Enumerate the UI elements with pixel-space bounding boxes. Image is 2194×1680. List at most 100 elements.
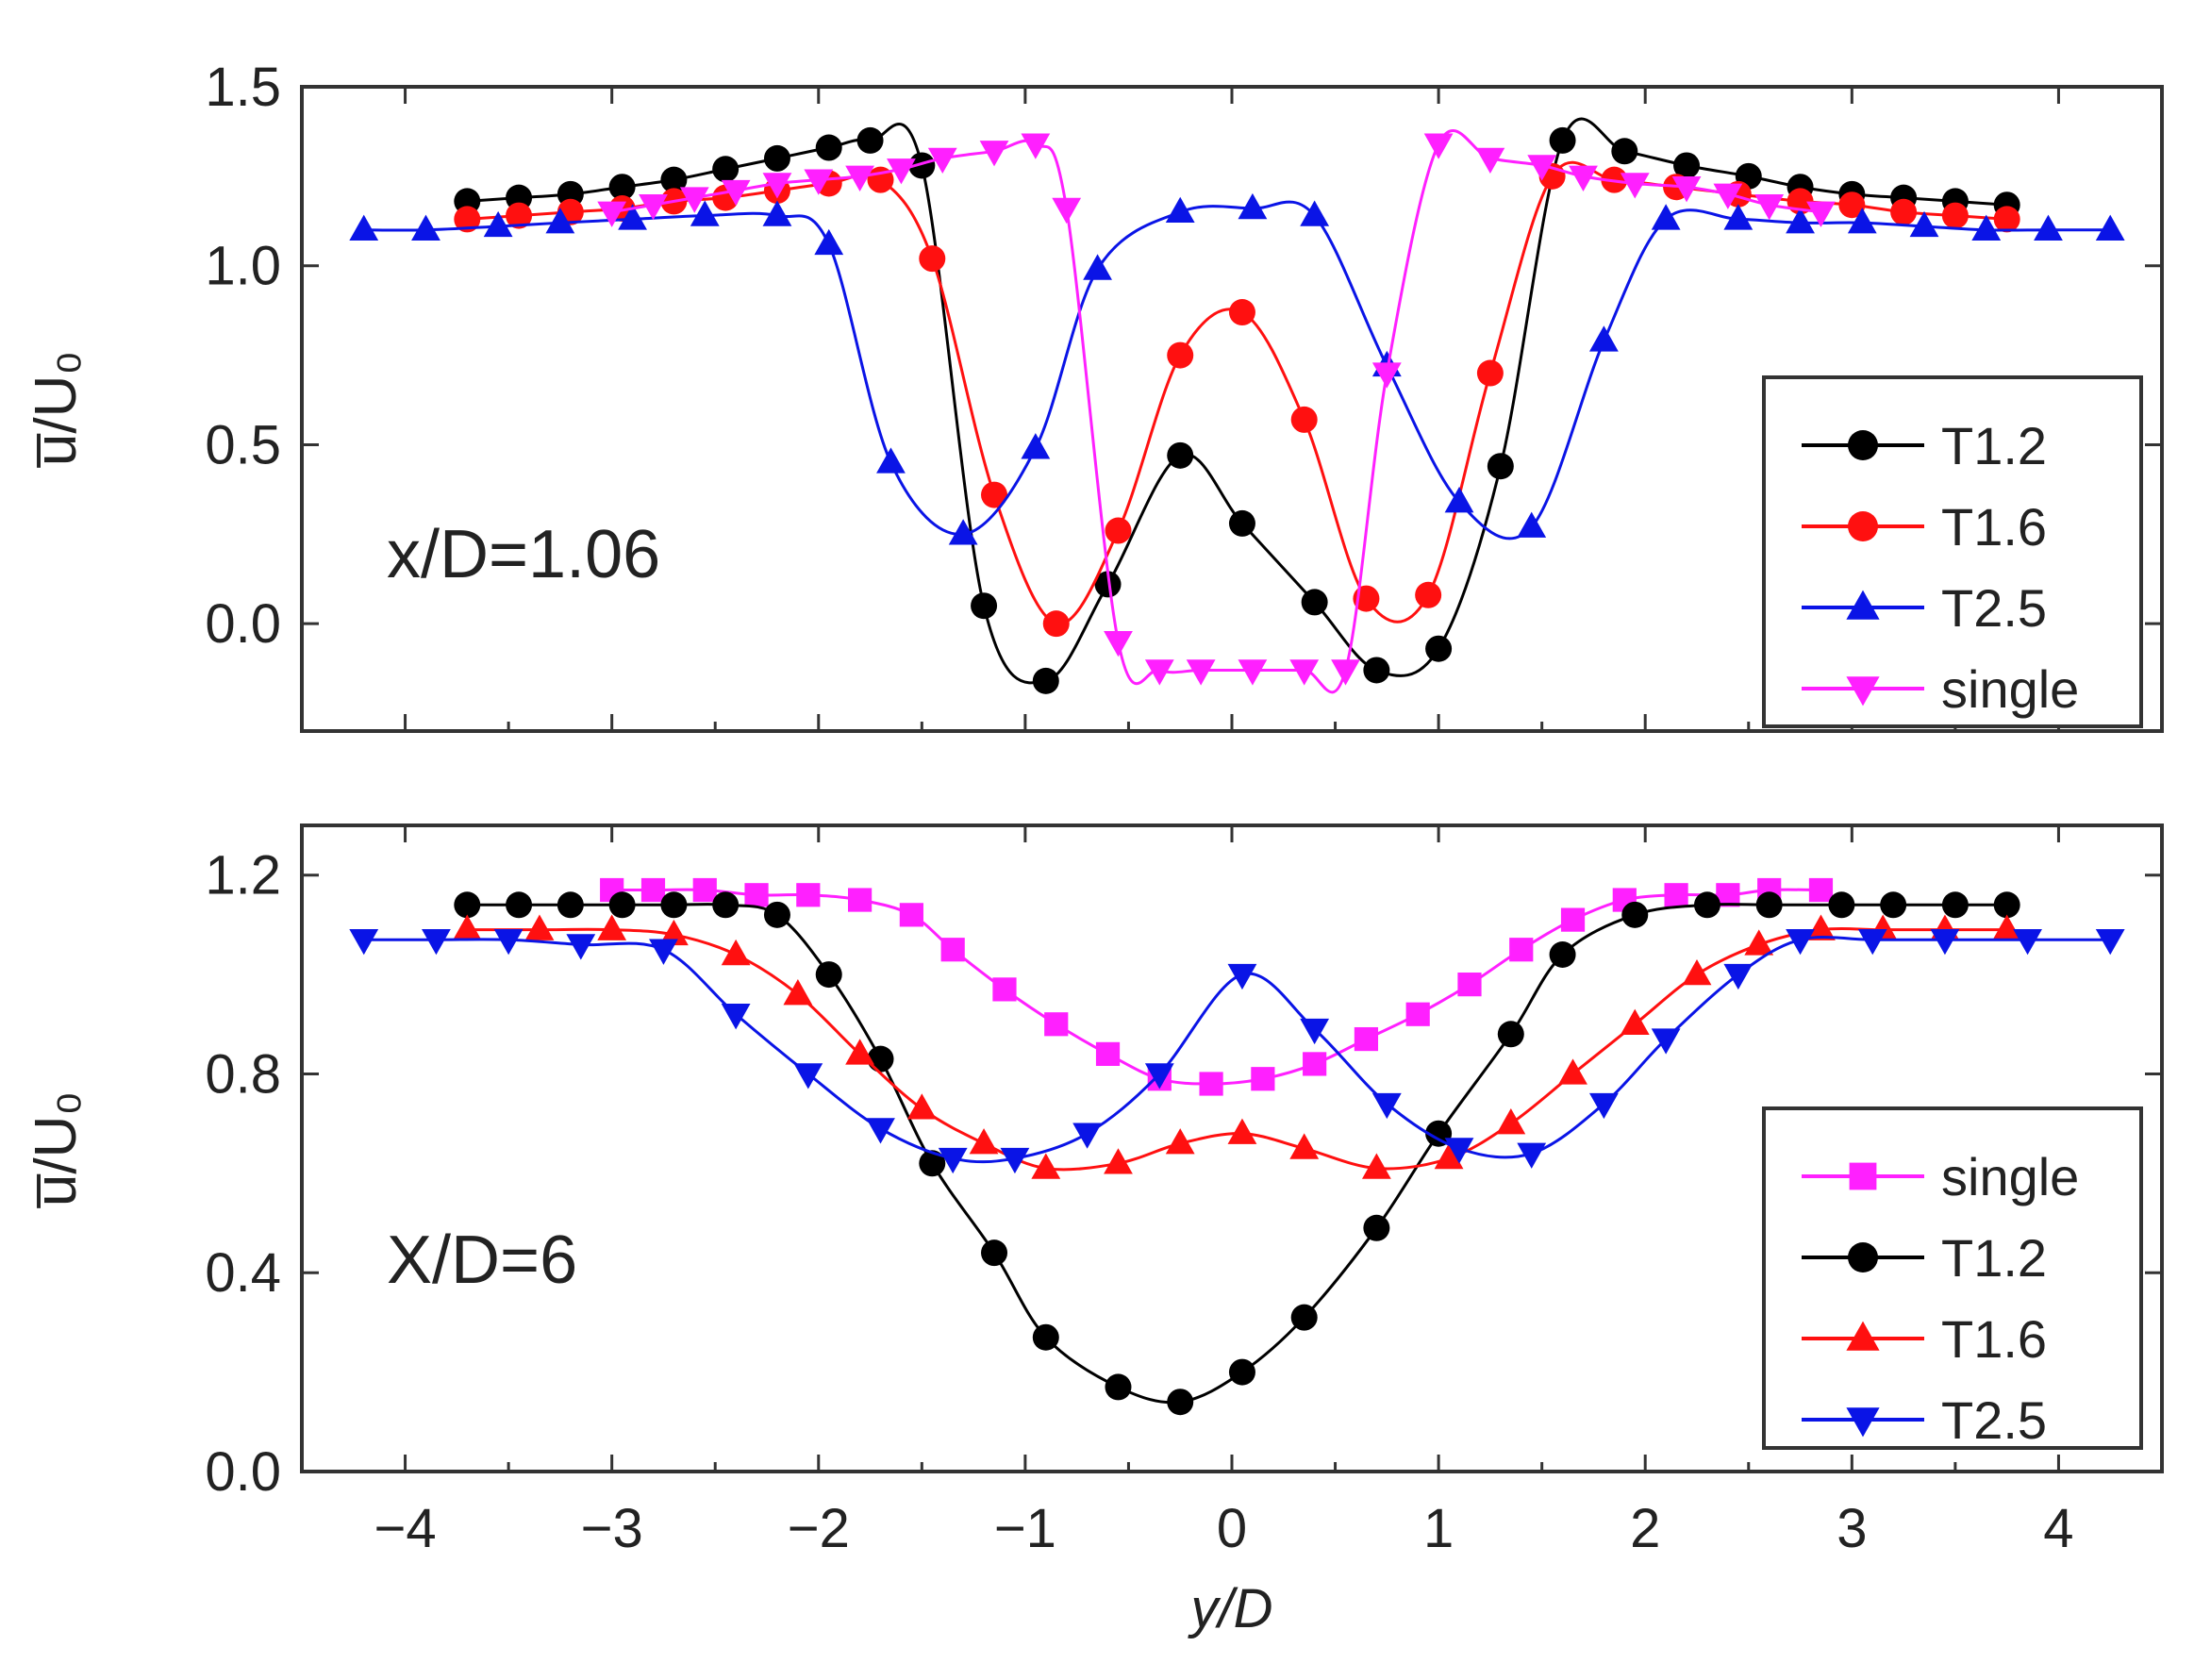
series-T1.6 xyxy=(452,914,2022,1179)
data-point xyxy=(940,938,965,962)
data-point xyxy=(1857,928,1887,956)
data-point xyxy=(349,928,379,956)
data-point xyxy=(1620,173,1650,199)
legend-swatch-marker xyxy=(1846,590,1880,620)
data-point xyxy=(1509,938,1534,962)
x-tick-label: −2 xyxy=(788,1498,850,1559)
data-point xyxy=(640,877,666,903)
data-point xyxy=(483,210,513,238)
data-point xyxy=(1444,1138,1474,1164)
data-point xyxy=(1517,511,1547,538)
data-point xyxy=(1361,1153,1391,1179)
series-T2.5 xyxy=(349,192,2125,545)
x-tick-label: 0 xyxy=(1217,1498,1247,1559)
data-point xyxy=(1971,214,2002,241)
data-point xyxy=(1880,891,1907,919)
data-point xyxy=(744,883,769,907)
data-point xyxy=(1664,883,1688,907)
data-point xyxy=(845,165,874,191)
y-axis-label: u̅/U₀ xyxy=(24,1091,89,1209)
data-point xyxy=(1167,1389,1194,1416)
data-point xyxy=(1909,210,1939,238)
data-point xyxy=(660,891,688,919)
data-point xyxy=(1517,1142,1547,1169)
data-point xyxy=(1290,406,1318,433)
y-tick-label: 0.0 xyxy=(205,593,281,655)
data-point xyxy=(1890,198,1918,225)
legend-label: T1.2 xyxy=(1941,1228,2047,1288)
data-point xyxy=(1589,325,1619,352)
data-point xyxy=(1095,1041,1121,1066)
panel-annotation: x/D=1.06 xyxy=(387,517,660,592)
y-tick-label: 0.4 xyxy=(205,1242,281,1304)
series-line xyxy=(467,117,2007,685)
data-point xyxy=(690,200,720,226)
data-point xyxy=(1744,929,1774,956)
data-point xyxy=(1434,1142,1464,1170)
data-point xyxy=(1671,176,1702,203)
data-point xyxy=(1301,589,1328,616)
data-point xyxy=(721,179,751,207)
data-point xyxy=(1289,1133,1320,1159)
data-point xyxy=(659,919,689,946)
data-point xyxy=(506,891,533,919)
data-point xyxy=(845,1039,874,1065)
data-point xyxy=(1354,1026,1379,1052)
data-point xyxy=(1560,907,1586,932)
x-tick-label: 2 xyxy=(1630,1498,1660,1559)
data-point xyxy=(1847,208,1877,234)
data-point xyxy=(1786,928,1815,956)
data-point xyxy=(814,228,844,256)
data-point xyxy=(1227,1118,1257,1144)
x-tick-label: 1 xyxy=(1423,1498,1454,1559)
data-point xyxy=(1693,891,1720,919)
data-point xyxy=(1527,155,1557,181)
data-point xyxy=(1558,1058,1587,1085)
legend-swatch-marker xyxy=(1849,1162,1877,1190)
data-point xyxy=(762,200,792,226)
data-point xyxy=(1723,963,1754,990)
data-point xyxy=(1104,1148,1133,1174)
data-point xyxy=(1331,659,1360,686)
data-point xyxy=(979,141,1009,167)
data-point xyxy=(1589,1092,1619,1120)
data-point xyxy=(2034,214,2063,241)
data-point xyxy=(608,174,636,201)
data-point xyxy=(2095,928,2125,956)
data-point xyxy=(1165,1128,1195,1155)
data-point xyxy=(1786,208,1815,234)
data-point xyxy=(618,204,647,230)
data-point xyxy=(1032,1323,1059,1351)
data-point xyxy=(1993,206,2020,233)
series-T2.5 xyxy=(349,928,2125,1174)
data-point xyxy=(1228,299,1255,326)
data-point xyxy=(866,1118,895,1144)
data-point xyxy=(1620,1008,1650,1035)
y-tick-label: 1.0 xyxy=(205,236,281,297)
x-tick-label: −4 xyxy=(374,1498,436,1559)
data-point xyxy=(1941,891,1969,919)
data-point xyxy=(1300,1018,1330,1045)
y-tick-label: 0.0 xyxy=(205,1441,281,1503)
legend: T1.2 T1.6 T2.5 single xyxy=(1762,375,2143,728)
data-point xyxy=(597,201,627,227)
panel-2: −4 −3 −2 −1 0 1 2 3 4 0.0 0.4 0.8 1.2 u̅/U₀ X/D=6 y/D si… xyxy=(24,823,2164,1639)
data-point xyxy=(454,891,481,919)
data-point xyxy=(1290,1304,1318,1331)
data-point xyxy=(793,1063,823,1090)
legend-box xyxy=(1762,1106,2143,1450)
data-point xyxy=(1475,147,1505,174)
legend-label: T1.2 xyxy=(1941,416,2047,475)
data-point xyxy=(1303,1052,1327,1076)
data-point xyxy=(1941,202,1969,229)
data-point xyxy=(867,1045,894,1073)
x-tick-label: −3 xyxy=(581,1498,643,1559)
y-tick-label: 0.8 xyxy=(205,1043,281,1105)
data-point xyxy=(1238,659,1268,686)
data-point xyxy=(1651,204,1681,230)
data-point xyxy=(1806,201,1836,227)
y-tick-label: 1.5 xyxy=(205,57,281,118)
data-point xyxy=(1713,183,1743,209)
data-point xyxy=(1144,1063,1174,1090)
